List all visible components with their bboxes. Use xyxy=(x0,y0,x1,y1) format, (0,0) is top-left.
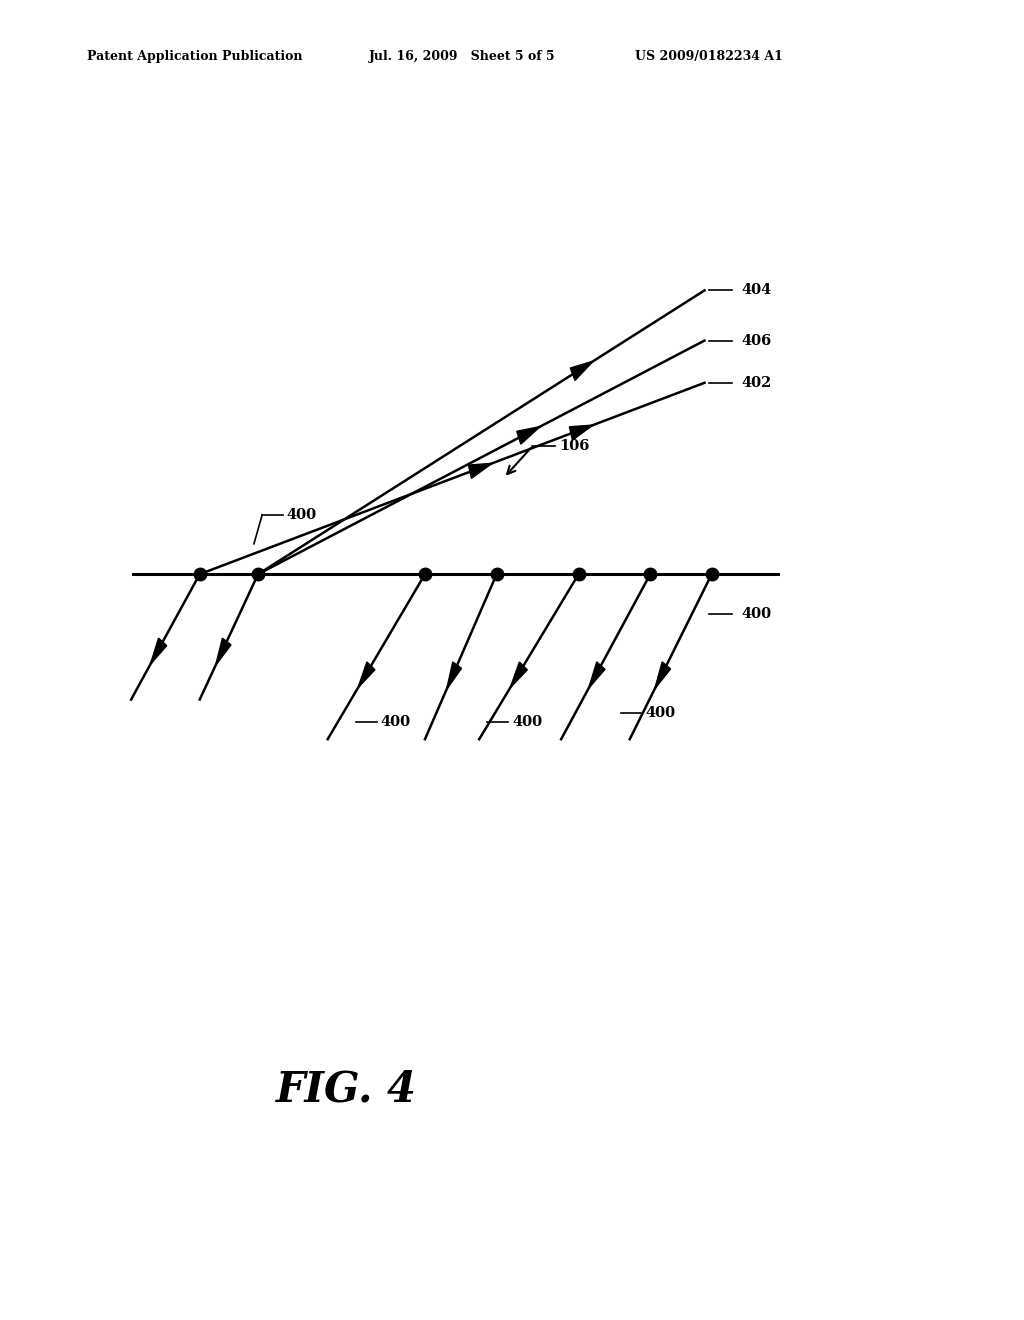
Text: 402: 402 xyxy=(741,376,772,389)
Text: 406: 406 xyxy=(741,334,772,347)
Polygon shape xyxy=(358,661,375,688)
Polygon shape xyxy=(517,426,540,444)
Text: FIG. 4: FIG. 4 xyxy=(276,1068,418,1110)
Text: 404: 404 xyxy=(741,284,772,297)
Text: 400: 400 xyxy=(645,706,675,719)
Polygon shape xyxy=(468,463,493,478)
Polygon shape xyxy=(654,661,671,689)
Polygon shape xyxy=(589,661,605,688)
Polygon shape xyxy=(569,425,593,440)
Text: 400: 400 xyxy=(381,715,411,729)
Text: 400: 400 xyxy=(512,715,542,729)
Polygon shape xyxy=(446,661,462,689)
Polygon shape xyxy=(151,638,167,664)
Polygon shape xyxy=(510,661,527,688)
Text: Jul. 16, 2009   Sheet 5 of 5: Jul. 16, 2009 Sheet 5 of 5 xyxy=(369,50,555,63)
Text: Patent Application Publication: Patent Application Publication xyxy=(87,50,302,63)
Text: 400: 400 xyxy=(287,508,316,521)
Text: 400: 400 xyxy=(741,607,771,620)
Polygon shape xyxy=(216,638,231,665)
Text: 106: 106 xyxy=(559,440,590,453)
Polygon shape xyxy=(570,362,593,380)
Text: US 2009/0182234 A1: US 2009/0182234 A1 xyxy=(635,50,782,63)
